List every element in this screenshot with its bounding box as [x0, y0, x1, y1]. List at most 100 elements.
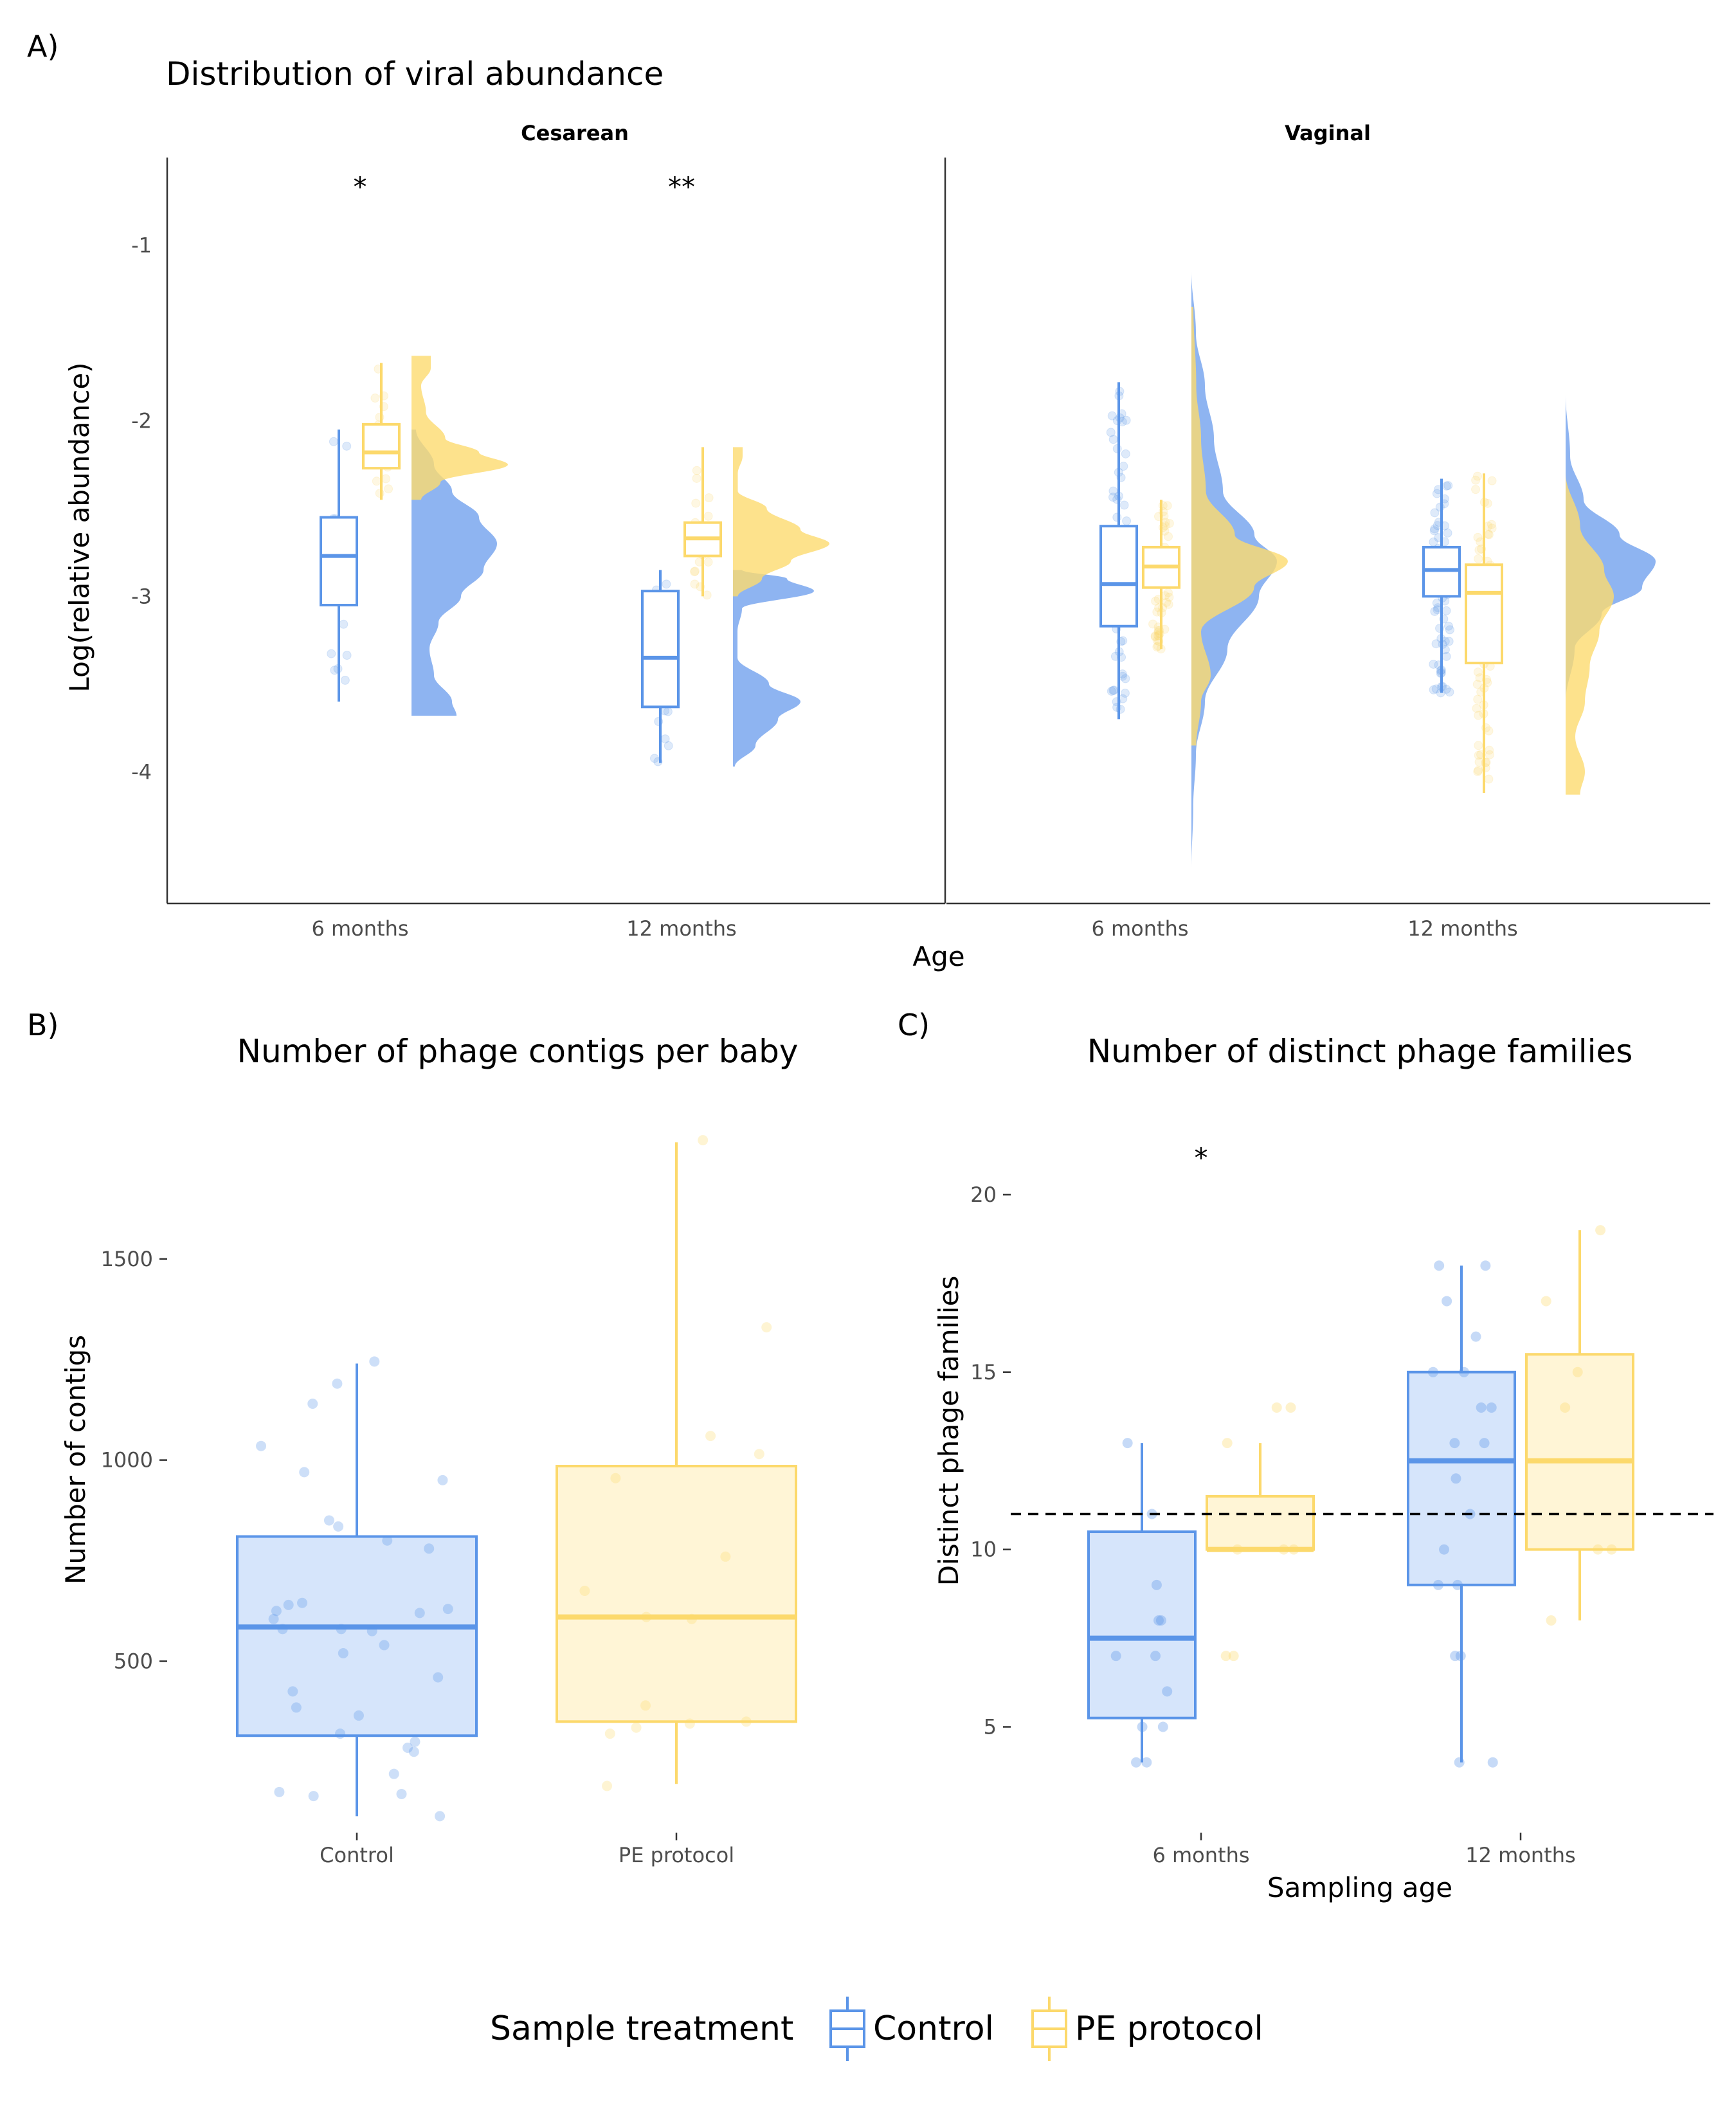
data-point: [336, 1624, 347, 1635]
data-point: [372, 476, 381, 486]
data-point: [338, 1647, 348, 1658]
data-point: [1443, 481, 1453, 491]
panel-c-xlabel: Sampling age: [1267, 1872, 1452, 1903]
data-point: [1471, 475, 1481, 485]
data-point: [1108, 685, 1118, 695]
data-point: [650, 754, 660, 763]
density-control-12-months: [733, 570, 814, 767]
data-point: [1476, 1402, 1487, 1413]
panel-a-xtick-label: 12 months: [1407, 916, 1517, 941]
panel-a-facet-vaginal: Vaginal 6 months 12 months: [944, 121, 1710, 941]
data-point: [1471, 485, 1481, 494]
data-point: [388, 1768, 399, 1779]
data-point: [1141, 1757, 1152, 1768]
panel-a-xlabel: Age: [912, 941, 964, 972]
data-point: [1473, 667, 1483, 677]
data-point: [1155, 629, 1164, 639]
data-point: [1121, 674, 1130, 684]
facet-strip-label: Vaginal: [1285, 121, 1371, 145]
data-point: [698, 1135, 709, 1146]
data-point: [664, 741, 673, 750]
data-point: [631, 1722, 642, 1733]
data-point: [271, 1606, 282, 1617]
data-point: [1444, 637, 1454, 646]
data-point: [1443, 621, 1453, 631]
data-point: [1434, 1260, 1445, 1271]
data-point: [686, 1613, 697, 1624]
data-point: [283, 1599, 294, 1610]
box-control-box: [1087, 1530, 1197, 1719]
data-point: [703, 511, 713, 521]
data-point: [1454, 1757, 1465, 1768]
data-point: [1449, 1438, 1460, 1449]
data-point: [353, 1710, 364, 1721]
data-point: [1164, 599, 1173, 609]
data-point: [396, 1788, 407, 1799]
data-point: [1157, 1721, 1168, 1732]
data-point: [703, 558, 713, 567]
legend-label-pe: PE protocol: [1075, 2009, 1263, 2048]
box-pe-protocol-box: [1206, 1494, 1315, 1551]
data-point: [720, 1551, 731, 1562]
data-point: [704, 493, 714, 503]
panel-c-ytick-label: 5: [984, 1715, 997, 1739]
data-point: [1122, 1438, 1133, 1449]
data-point: [1278, 1544, 1289, 1555]
data-point: [1470, 1331, 1481, 1342]
data-point: [1288, 1544, 1299, 1555]
data-point: [382, 1535, 393, 1546]
significance-annotation: *: [1195, 1142, 1208, 1174]
data-point: [339, 619, 348, 629]
data-point: [1430, 606, 1440, 616]
panel-a-ytick-label: -4: [131, 759, 152, 784]
data-point: [1148, 619, 1158, 629]
data-point: [435, 1811, 446, 1822]
data-point: [1606, 1544, 1617, 1555]
panel-b-ytick-label: 500: [114, 1649, 153, 1673]
panel-b-chart: 500 1000 1500 Control PE protocol: [101, 1135, 797, 1867]
data-point: [332, 1378, 343, 1389]
legend-key-pe: [1031, 1997, 1067, 2061]
data-point: [741, 1716, 752, 1727]
box-pe-protocol-box: [556, 1465, 797, 1723]
data-point: [1431, 639, 1441, 649]
data-point: [579, 1585, 590, 1596]
data-point: [663, 707, 673, 716]
data-point: [1121, 415, 1131, 425]
data-point: [335, 1728, 346, 1739]
data-point: [274, 1786, 285, 1797]
data-point: [1429, 526, 1439, 536]
data-point: [1121, 449, 1130, 458]
data-point: [692, 466, 701, 475]
data-point: [1109, 685, 1119, 695]
data-point: [1107, 686, 1116, 696]
data-point: [287, 1686, 298, 1697]
legend-title: Sample treatment: [490, 2009, 793, 2048]
data-point: [691, 498, 701, 508]
data-point: [604, 1728, 615, 1739]
data-point: [641, 1611, 652, 1622]
box-control-box: [320, 516, 358, 606]
data-point: [1430, 524, 1440, 534]
data-point: [660, 734, 670, 744]
data-point: [640, 1700, 651, 1711]
data-point: [1150, 631, 1160, 641]
panel-b-xtick-label: Control: [320, 1843, 394, 1867]
data-point: [1486, 1402, 1497, 1413]
data-point: [1137, 1721, 1148, 1732]
data-point: [1131, 1757, 1142, 1768]
data-point: [1452, 1579, 1463, 1590]
panel-c-xtick-label: 6 months: [1152, 1843, 1249, 1867]
density-pe-protocol-6-months: [1191, 307, 1288, 746]
data-point: [1155, 1615, 1166, 1626]
data-point: [1487, 523, 1497, 533]
facet-strip-label: Cesarean: [521, 121, 629, 145]
data-point: [1433, 1579, 1443, 1590]
data-point: [761, 1322, 772, 1333]
density-pe-protocol-12-months: [1566, 473, 1614, 795]
data-point: [1474, 750, 1483, 760]
data-point: [437, 1474, 448, 1485]
data-point: [1474, 766, 1483, 775]
data-point: [662, 579, 671, 589]
data-point: [1153, 1615, 1164, 1626]
